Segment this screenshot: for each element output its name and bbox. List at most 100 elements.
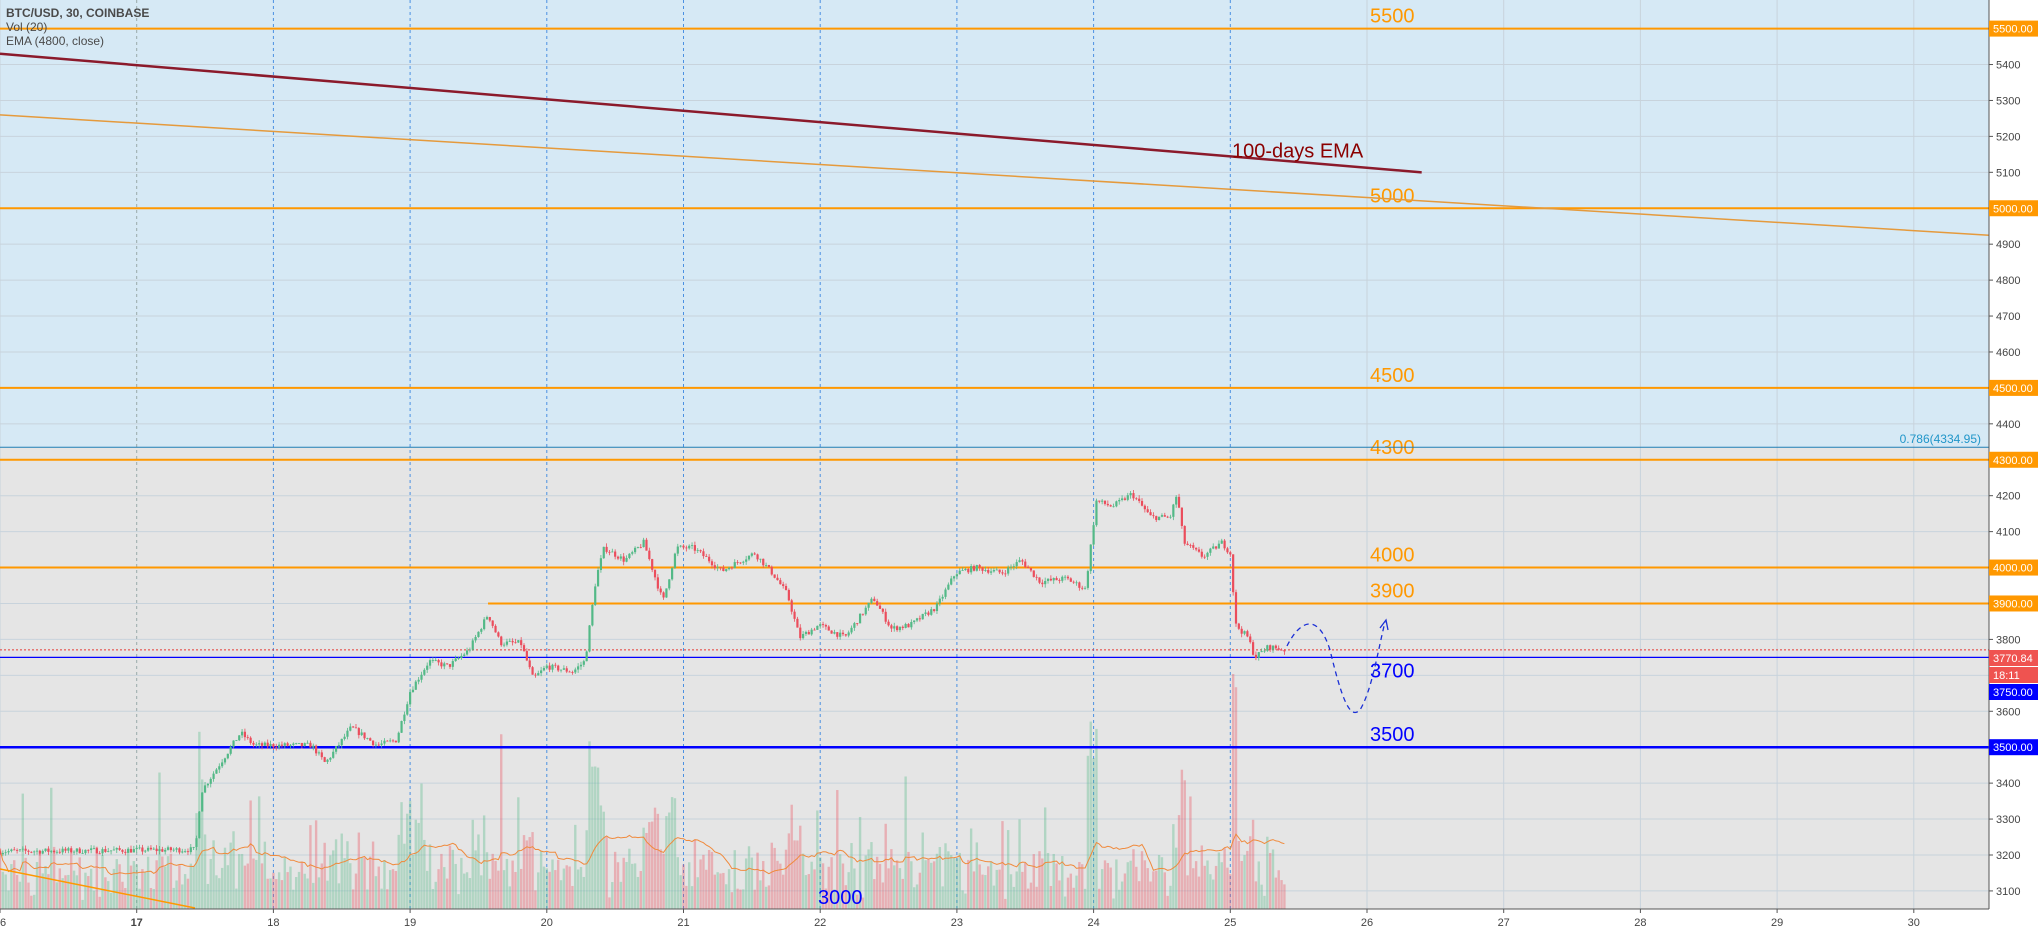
candle-body	[1052, 578, 1055, 581]
candle-body	[81, 853, 84, 854]
candle-body	[682, 545, 685, 548]
candle-body	[557, 665, 560, 671]
candle-body	[112, 849, 116, 851]
volume-bar	[465, 872, 469, 909]
volume-bar	[639, 871, 642, 909]
volume-bar	[1192, 868, 1195, 909]
candle-body	[1183, 525, 1186, 544]
candle-body	[924, 612, 927, 614]
volume-bar	[762, 861, 765, 909]
level-4500-badge	[1989, 379, 2038, 396]
candle-body	[289, 744, 292, 746]
volume-bar	[918, 872, 922, 909]
level-3900-badge	[1989, 595, 2038, 612]
volume-bar	[249, 800, 252, 909]
volume-bar	[58, 868, 62, 909]
volume-bar	[1166, 895, 1169, 909]
volume-bar	[109, 892, 113, 909]
volume-bar	[121, 881, 124, 909]
candle-body	[201, 792, 204, 812]
volume-bar	[181, 884, 184, 909]
candle-body	[144, 850, 147, 852]
level-label-3900: 3900	[1370, 580, 1415, 602]
volume-bar	[64, 875, 67, 909]
volume-bar	[531, 832, 534, 909]
ema-indicator-label[interactable]: EMA (4800, close)	[6, 34, 105, 48]
volume-bar	[1109, 867, 1112, 909]
candle-body	[531, 667, 534, 675]
volume-bar	[272, 872, 275, 909]
volume-bar	[622, 857, 625, 909]
candle-body	[528, 660, 531, 668]
candle-body	[377, 744, 380, 746]
volume-bar	[354, 873, 358, 909]
volume-bar	[166, 856, 170, 909]
candle-body	[1246, 631, 1249, 637]
volume-bar	[875, 856, 879, 909]
volume-bar	[1055, 863, 1058, 909]
volume-bar	[944, 843, 947, 909]
price-tick-label: 3800	[1996, 634, 2020, 646]
volume-bar	[727, 869, 731, 909]
volume-bar	[61, 878, 64, 909]
volume-bar	[625, 861, 628, 909]
candle-body	[400, 721, 403, 733]
volume-bar	[787, 833, 791, 909]
level-4500-badge-label: 4500.00	[1993, 383, 2033, 395]
candle-body	[1138, 498, 1141, 502]
volume-bar	[1140, 851, 1144, 909]
candle-body	[844, 634, 847, 636]
time-tick-label: 20	[541, 917, 553, 929]
candle-body	[972, 566, 976, 571]
volume-bar	[571, 885, 574, 909]
candle-body	[1240, 628, 1243, 634]
candle-body	[616, 556, 620, 559]
candle-body	[656, 577, 659, 589]
candle-body	[1214, 546, 1218, 549]
candle-body	[27, 850, 30, 852]
candle-body	[642, 539, 645, 548]
volume-bar	[1209, 874, 1212, 909]
volume-indicator-label[interactable]: Vol (20)	[6, 20, 48, 34]
volume-bar	[716, 872, 719, 909]
candle-body	[867, 602, 870, 608]
volume-bar	[480, 875, 483, 909]
volume-bar	[978, 864, 981, 909]
candle-body	[232, 740, 235, 747]
volume-bar	[870, 842, 873, 909]
candle-body	[1263, 650, 1266, 652]
price-tick-label: 3600	[1996, 706, 2020, 718]
candle-body	[537, 673, 540, 676]
volume-bar	[303, 873, 306, 909]
candle-body	[269, 744, 272, 747]
candle-body	[514, 642, 517, 644]
volume-bar	[44, 865, 47, 909]
time-tick-label: 21	[677, 917, 689, 929]
volume-bar	[713, 874, 717, 909]
volume-bar	[326, 880, 329, 909]
volume-bar	[1081, 864, 1084, 909]
candle-body	[275, 747, 278, 748]
candle-body	[374, 744, 378, 746]
volume-bar	[779, 863, 782, 909]
candle-body	[853, 623, 856, 628]
candle-body	[437, 660, 440, 663]
candle-body	[1072, 581, 1075, 583]
candle-body	[577, 666, 580, 670]
volume-bar	[1115, 859, 1118, 909]
candle-body	[938, 598, 941, 604]
volume-bar	[1217, 852, 1221, 909]
volume-bar	[1183, 780, 1186, 909]
candle-body	[935, 603, 939, 612]
symbol-title[interactable]: BTC/USD, 30, COINBASE	[6, 6, 150, 20]
candle-body	[1126, 495, 1129, 500]
volume-bar	[830, 857, 833, 909]
candle-body	[35, 850, 39, 852]
candle-body	[705, 556, 708, 557]
volume-bar	[320, 863, 324, 909]
volume-bar	[380, 888, 383, 909]
candle-body	[1035, 576, 1038, 578]
volume-bar	[1197, 876, 1201, 909]
time-tick-label: 26	[1361, 917, 1373, 929]
